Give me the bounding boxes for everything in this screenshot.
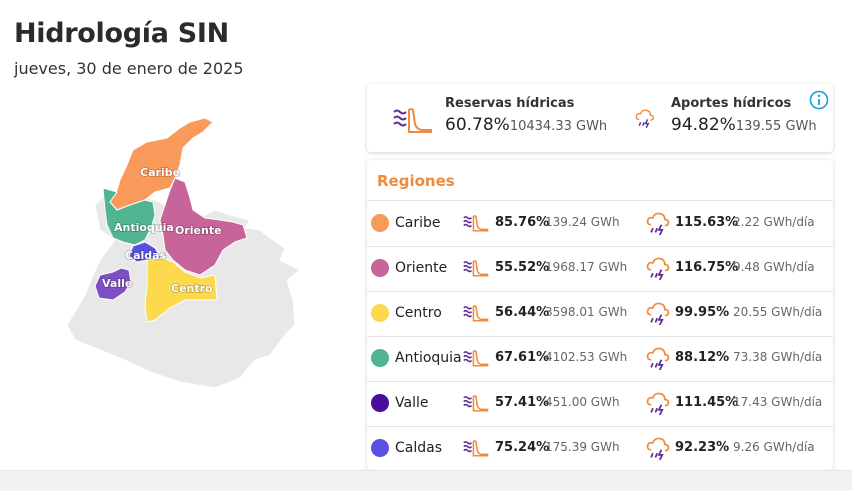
- reservoir-icon: [463, 440, 489, 457]
- rain-cloud-icon: [646, 347, 670, 370]
- reservoir-icon: [463, 350, 489, 367]
- reservoir-icon: [393, 108, 432, 133]
- map-label-valle: Valle: [102, 277, 132, 290]
- map-label-caldas: Caldas: [125, 249, 167, 262]
- regions-card: Regiones Caribe 85.76% 139.24 GWh 115.63…: [367, 160, 833, 470]
- reservas-gwh: 4102.53 GWh: [545, 350, 628, 364]
- aportes-percent: 88.12%: [675, 350, 730, 365]
- rain-cloud-icon: [635, 109, 655, 129]
- reservas-percent: 55.52%: [495, 260, 550, 275]
- page-date: jueves, 30 de enero de 2025: [14, 59, 244, 78]
- aportes-gwh: 9.26 GWh/día: [733, 440, 815, 454]
- map-region-valle[interactable]: [94, 267, 132, 301]
- region-row-oriente[interactable]: Oriente 55.52% 1968.17 GWh 116.75% 9.48 …: [367, 246, 833, 292]
- reservoir-icon: [463, 260, 489, 277]
- map-label-centro: Centro: [171, 282, 213, 295]
- reservas-percent: 85.76%: [495, 215, 550, 230]
- aportes-percent: 99.95%: [675, 305, 730, 320]
- rain-cloud-icon: [646, 302, 670, 325]
- rain-cloud-icon: [646, 437, 670, 460]
- map-region-oriente[interactable]: [159, 177, 248, 276]
- map-label-caribe: Caribe: [140, 166, 180, 179]
- region-row-caldas[interactable]: Caldas 75.24% 175.39 GWh 92.23% 9.26 GWh…: [367, 426, 833, 471]
- reservas-gwh: 10434.33 GWh: [509, 119, 608, 134]
- aportes-gwh: 73.38 GWh/día: [733, 350, 823, 364]
- footer-strip: [0, 470, 852, 491]
- summary-card: Reservas hídricas 60.78%10434.33 GWh Apo…: [367, 84, 833, 152]
- reservoir-icon: [463, 215, 489, 232]
- aportes-gwh: 2.22 GWh/día: [733, 215, 815, 229]
- region-color-dot: [371, 214, 389, 232]
- reservas-percent: 75.24%: [495, 440, 550, 455]
- rain-cloud-icon: [646, 392, 670, 415]
- map-region-caldas[interactable]: [128, 241, 162, 263]
- region-row-valle[interactable]: Valle 57.41% 451.00 GWh 111.45% 17.43 GW…: [367, 381, 833, 427]
- colombia-map: Caribe Antioquia Oriente Caldas Valle Ce…: [55, 110, 315, 390]
- region-name: Caribe: [395, 215, 441, 231]
- page-title: Hidrología SIN: [14, 18, 229, 49]
- map-label-oriente: Oriente: [175, 224, 222, 237]
- region-color-dot: [371, 259, 389, 277]
- aportes-percent: 115.63%: [675, 215, 739, 230]
- aportes-gwh: 17.43 GWh/día: [733, 395, 823, 409]
- reservas-gwh: 3598.01 GWh: [545, 305, 628, 319]
- reservas-gwh: 451.00 GWh: [545, 395, 620, 409]
- reservas-percent: 56.44%: [495, 305, 550, 320]
- region-color-dot: [371, 439, 389, 457]
- region-color-dot: [371, 304, 389, 322]
- regions-divider: [367, 200, 833, 201]
- aportes-label: Aportes hídricos: [671, 96, 792, 111]
- aportes-gwh: 9.48 GWh/día: [733, 260, 815, 274]
- region-name: Caldas: [395, 440, 443, 456]
- map-region-antioquia[interactable]: [102, 187, 156, 246]
- reservoir-icon: [463, 395, 489, 412]
- region-row-antioquia[interactable]: Antioquia 67.61% 4102.53 GWh 88.12% 73.3…: [367, 336, 833, 382]
- reservas-gwh: 139.24 GWh: [545, 215, 620, 229]
- region-row-caribe[interactable]: Caribe 85.76% 139.24 GWh 115.63% 2.22 GW…: [367, 201, 833, 247]
- region-name: Antioquia: [395, 350, 462, 366]
- reservas-percent: 60.78%: [445, 115, 510, 135]
- aportes-gwh: 20.55 GWh/día: [733, 305, 823, 319]
- rain-cloud-icon: [646, 212, 670, 235]
- info-icon[interactable]: [809, 90, 829, 110]
- aportes-percent: 111.45%: [675, 395, 739, 410]
- reservas-gwh: 1968.17 GWh: [545, 260, 628, 274]
- region-name: Oriente: [395, 260, 448, 276]
- map-region-centro[interactable]: [144, 257, 218, 323]
- region-name: Valle: [395, 395, 429, 411]
- reservas-gwh: 175.39 GWh: [545, 440, 620, 454]
- reservas-percent: 57.41%: [495, 395, 550, 410]
- region-color-dot: [371, 349, 389, 367]
- rain-cloud-icon: [646, 257, 670, 280]
- aportes-gwh: 139.55 GWh: [735, 119, 817, 134]
- map-label-antioquia: Antioquia: [114, 221, 174, 234]
- map-region-caribe[interactable]: [109, 117, 214, 211]
- reservoir-icon: [463, 305, 489, 322]
- region-row-centro[interactable]: Centro 56.44% 3598.01 GWh 99.95% 20.55 G…: [367, 291, 833, 337]
- reservas-label: Reservas hídricas: [445, 96, 575, 111]
- reservas-percent: 67.61%: [495, 350, 550, 365]
- aportes-percent: 94.82%: [671, 115, 736, 135]
- aportes-percent: 92.23%: [675, 440, 730, 455]
- region-color-dot: [371, 394, 389, 412]
- region-name: Centro: [395, 305, 442, 321]
- regions-title: Regiones: [377, 172, 455, 190]
- aportes-percent: 116.75%: [675, 260, 739, 275]
